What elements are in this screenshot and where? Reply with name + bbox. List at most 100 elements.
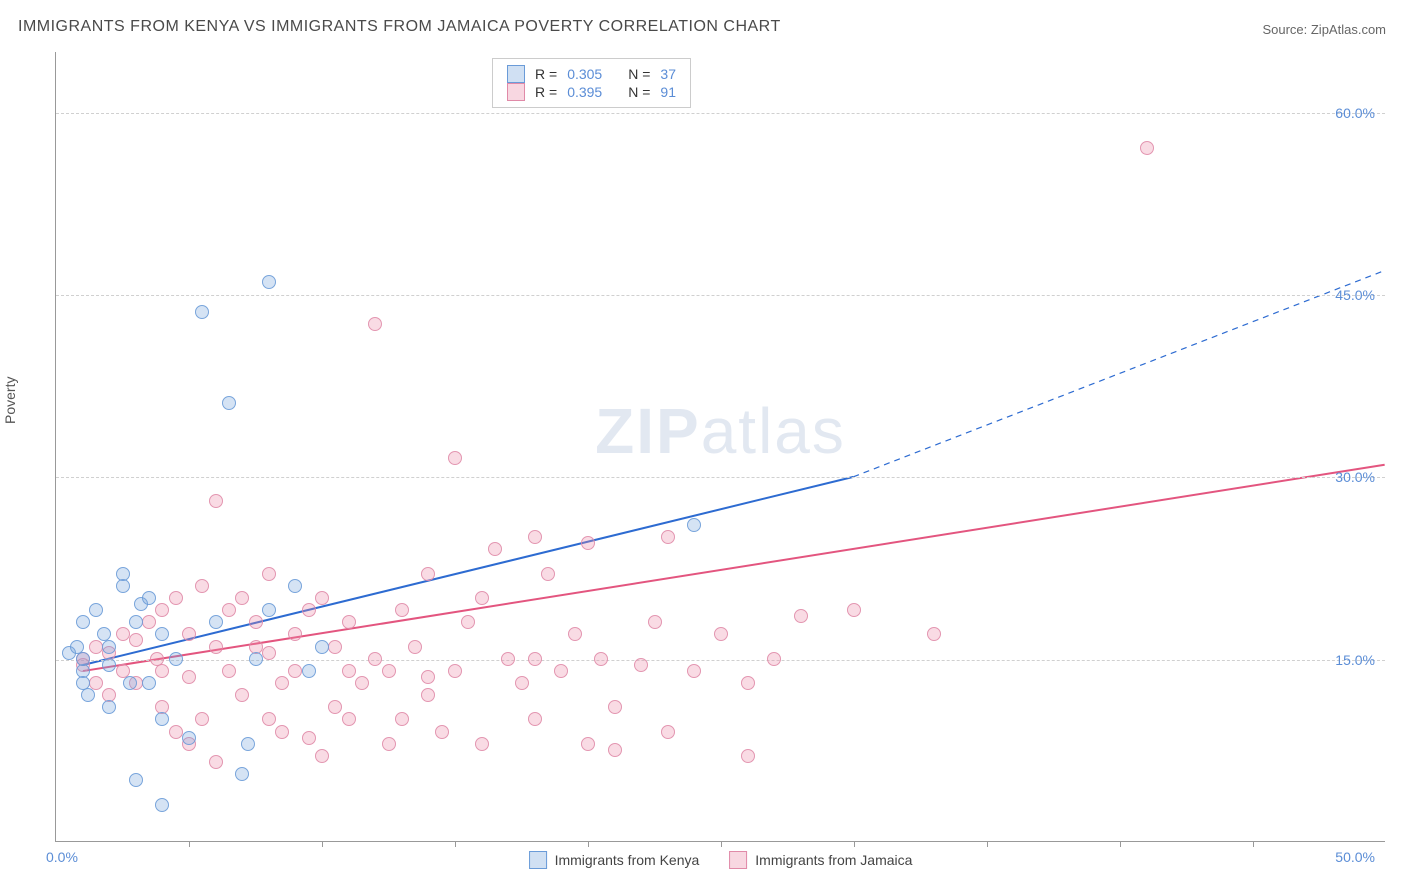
watermark: ZIPatlas: [595, 394, 846, 468]
data-point-kenya: [302, 664, 316, 678]
data-point-kenya: [116, 579, 130, 593]
r-value-kenya: 0.305: [567, 66, 602, 82]
n-label: N =: [628, 84, 650, 100]
watermark-bold: ZIP: [595, 395, 701, 467]
data-point-jamaica: [288, 627, 302, 641]
data-point-jamaica: [927, 627, 941, 641]
data-point-kenya: [195, 305, 209, 319]
data-point-jamaica: [222, 603, 236, 617]
data-point-jamaica: [448, 451, 462, 465]
data-point-kenya: [315, 640, 329, 654]
data-point-kenya: [76, 615, 90, 629]
data-point-jamaica: [421, 670, 435, 684]
data-point-jamaica: [169, 591, 183, 605]
data-point-kenya: [142, 591, 156, 605]
data-point-jamaica: [1140, 141, 1154, 155]
data-point-kenya: [249, 652, 263, 666]
legend-label-kenya: Immigrants from Kenya: [555, 852, 700, 868]
r-label: R =: [535, 66, 557, 82]
data-point-kenya: [76, 652, 90, 666]
data-point-jamaica: [648, 615, 662, 629]
data-point-jamaica: [528, 652, 542, 666]
data-point-kenya: [81, 688, 95, 702]
data-point-jamaica: [475, 591, 489, 605]
gridline: [56, 295, 1385, 296]
data-point-jamaica: [528, 712, 542, 726]
data-point-jamaica: [222, 664, 236, 678]
data-point-jamaica: [714, 627, 728, 641]
data-point-jamaica: [195, 712, 209, 726]
data-point-jamaica: [541, 567, 555, 581]
data-point-jamaica: [275, 725, 289, 739]
data-point-jamaica: [116, 627, 130, 641]
data-point-kenya: [102, 700, 116, 714]
data-point-jamaica: [634, 658, 648, 672]
data-point-jamaica: [342, 615, 356, 629]
data-point-jamaica: [209, 640, 223, 654]
data-point-kenya: [102, 658, 116, 672]
y-axis-label: Poverty: [2, 377, 18, 424]
x-tick-mark: [721, 841, 722, 847]
gridline: [56, 113, 1385, 114]
data-point-jamaica: [129, 633, 143, 647]
scatter-plot-area: ZIPatlas R = 0.305 N = 37 R = 0.395 N = …: [55, 52, 1385, 842]
data-point-jamaica: [382, 737, 396, 751]
data-point-jamaica: [262, 646, 276, 660]
data-point-kenya: [169, 652, 183, 666]
r-label: R =: [535, 84, 557, 100]
swatch-kenya-icon: [529, 851, 547, 869]
data-point-jamaica: [435, 725, 449, 739]
data-point-jamaica: [302, 603, 316, 617]
data-point-jamaica: [262, 567, 276, 581]
x-axis-min-label: 0.0%: [46, 849, 78, 865]
legend-item-jamaica: Immigrants from Jamaica: [729, 851, 912, 869]
source-attribution: Source: ZipAtlas.com: [1262, 22, 1386, 37]
legend-item-kenya: Immigrants from Kenya: [529, 851, 700, 869]
data-point-jamaica: [382, 664, 396, 678]
legend-row-jamaica: R = 0.395 N = 91: [507, 83, 676, 101]
swatch-jamaica-icon: [507, 83, 525, 101]
data-point-jamaica: [421, 567, 435, 581]
data-point-jamaica: [475, 737, 489, 751]
data-point-jamaica: [368, 652, 382, 666]
data-point-jamaica: [395, 603, 409, 617]
data-point-jamaica: [515, 676, 529, 690]
data-point-jamaica: [262, 712, 276, 726]
data-point-kenya: [182, 731, 196, 745]
data-point-jamaica: [328, 700, 342, 714]
data-point-jamaica: [581, 737, 595, 751]
n-value-jamaica: 91: [660, 84, 676, 100]
data-point-jamaica: [794, 609, 808, 623]
data-point-kenya: [70, 640, 84, 654]
gridline: [56, 477, 1385, 478]
data-point-kenya: [262, 275, 276, 289]
data-point-jamaica: [741, 676, 755, 690]
data-point-jamaica: [355, 676, 369, 690]
data-point-jamaica: [448, 664, 462, 678]
data-point-jamaica: [195, 579, 209, 593]
data-point-kenya: [235, 767, 249, 781]
x-tick-mark: [455, 841, 456, 847]
data-point-jamaica: [461, 615, 475, 629]
x-tick-mark: [588, 841, 589, 847]
y-tick-label: 45.0%: [1335, 287, 1375, 303]
data-point-jamaica: [142, 615, 156, 629]
data-point-jamaica: [249, 615, 263, 629]
data-point-kenya: [129, 615, 143, 629]
data-point-jamaica: [315, 749, 329, 763]
data-point-kenya: [102, 640, 116, 654]
data-point-kenya: [129, 773, 143, 787]
data-point-kenya: [209, 615, 223, 629]
x-tick-mark: [322, 841, 323, 847]
data-point-kenya: [97, 627, 111, 641]
data-point-jamaica: [581, 536, 595, 550]
swatch-jamaica-icon: [729, 851, 747, 869]
data-point-jamaica: [568, 627, 582, 641]
r-value-jamaica: 0.395: [567, 84, 602, 100]
data-point-kenya: [155, 798, 169, 812]
data-point-jamaica: [328, 640, 342, 654]
y-tick-label: 60.0%: [1335, 105, 1375, 121]
data-point-jamaica: [315, 591, 329, 605]
data-point-jamaica: [235, 591, 249, 605]
data-point-kenya: [116, 567, 130, 581]
